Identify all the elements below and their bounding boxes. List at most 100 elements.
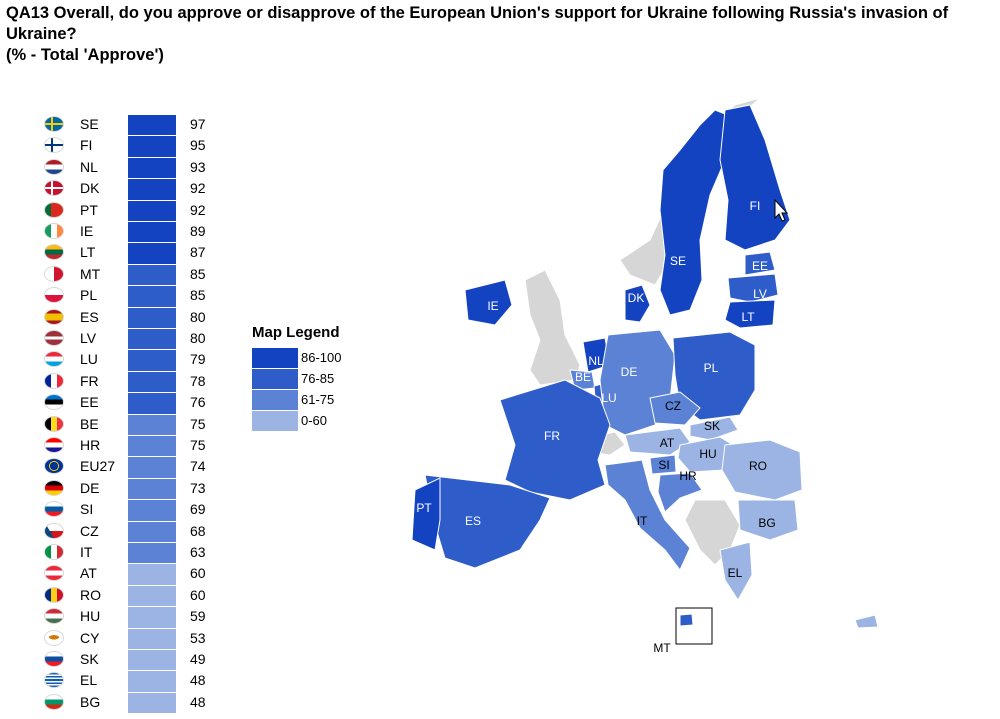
value-label: 59 xyxy=(190,608,206,625)
country-code-label: FI xyxy=(80,137,93,154)
map-countries xyxy=(411,97,879,645)
map-label-bg: BG xyxy=(758,516,775,530)
country-row-ro: RO 60 xyxy=(40,584,240,607)
legend-label: 76-85 xyxy=(301,371,335,386)
slovenia-flag-icon xyxy=(44,501,64,518)
map-label-lu: LU xyxy=(601,391,616,405)
value-label: 69 xyxy=(190,501,206,518)
value-label: 75 xyxy=(190,415,206,432)
cyprus-flag-icon xyxy=(44,629,64,646)
mouse-cursor-icon xyxy=(774,198,789,222)
value-label: 89 xyxy=(190,223,206,239)
value-bar xyxy=(128,649,176,671)
map-label-hu: HU xyxy=(699,447,716,461)
map-label-lt: LT xyxy=(741,310,755,324)
country-code-label: EE xyxy=(80,394,99,411)
value-bar xyxy=(128,542,176,564)
map-label-pl: PL xyxy=(704,361,719,375)
country-shape-ro xyxy=(721,439,803,501)
legend-swatch xyxy=(252,410,298,431)
country-row-hu: HU 59 xyxy=(40,606,240,628)
legend-label: 0-60 xyxy=(301,413,328,428)
map-label-si: SI xyxy=(658,458,669,472)
value-bar xyxy=(128,670,176,692)
value-label: 76 xyxy=(190,394,206,411)
map-label-ro: RO xyxy=(749,459,767,473)
map-label-be: BE xyxy=(575,370,591,384)
country-row-it: IT 63 xyxy=(40,542,240,564)
value-label: 95 xyxy=(190,137,206,154)
value-label: 49 xyxy=(190,651,206,667)
estonia-flag-icon xyxy=(44,394,64,411)
country-code-label: EL xyxy=(80,672,98,689)
value-bar xyxy=(128,328,176,350)
country-row-pt: PT 92 xyxy=(40,199,240,221)
country-shape-mt xyxy=(679,613,694,627)
value-bar xyxy=(128,477,176,500)
value-label: 85 xyxy=(190,287,206,304)
czechia-flag-icon xyxy=(44,522,64,539)
netherlands-flag-icon xyxy=(44,158,64,175)
value-bar xyxy=(128,135,176,157)
legend-swatch xyxy=(252,389,298,410)
country-shape-dk xyxy=(624,284,651,323)
country-code-label: LV xyxy=(80,330,97,346)
country-row-es: ES 80 xyxy=(40,306,240,328)
poland-flag-icon xyxy=(44,287,64,304)
value-bar xyxy=(128,156,176,179)
country-code-label: DE xyxy=(80,479,100,496)
country-row-be: BE 75 xyxy=(40,413,240,435)
map-label-ie: IE xyxy=(487,299,498,313)
country-code-label: AT xyxy=(80,565,97,582)
germany-flag-icon xyxy=(44,479,64,496)
value-label: 80 xyxy=(190,308,206,325)
croatia-flag-icon xyxy=(44,437,64,453)
country-code-label: EU27 xyxy=(80,458,116,475)
value-bar xyxy=(128,413,176,435)
value-label: 87 xyxy=(190,244,206,261)
europe-map: FI SE EE LV LT DK IE NL BE LU DE PL CZ SK AT HU SI HR RO BG… xyxy=(411,97,879,655)
value-label: 73 xyxy=(190,479,206,496)
map-label-fi: FI xyxy=(750,199,761,213)
value-label: 93 xyxy=(190,158,206,175)
country-row-at: AT 60 xyxy=(40,563,240,585)
country-shape-es xyxy=(424,474,551,569)
country-row-lt: LT 87 xyxy=(40,242,240,264)
country-shape-it xyxy=(604,459,691,571)
country-code-label: SE xyxy=(80,116,99,132)
map-labels: FI SE EE LV LT DK IE NL BE LU DE PL CZ SK AT HU SI HR RO BG… xyxy=(416,199,775,655)
malta-flag-icon xyxy=(44,265,64,282)
country-code-label: PT xyxy=(80,201,98,218)
country-shape-cz xyxy=(649,391,701,426)
country-shape-lv xyxy=(727,273,779,303)
country-code-label: IE xyxy=(80,223,94,239)
country-row-mt: MT 85 xyxy=(40,263,240,286)
country-code-label: BE xyxy=(80,415,99,432)
value-bar xyxy=(128,221,176,243)
legend-item: 61-75 xyxy=(252,389,362,410)
value-bar xyxy=(128,242,176,264)
country-row-pl: PL 85 xyxy=(40,285,240,307)
value-bar xyxy=(128,285,176,307)
value-bar xyxy=(128,584,176,607)
value-label: 75 xyxy=(190,437,206,453)
map-label-sk: SK xyxy=(704,419,720,433)
legend-item: 86-100 xyxy=(252,347,362,368)
value-label: 48 xyxy=(190,672,206,689)
romania-flag-icon xyxy=(44,586,64,603)
value-label: 79 xyxy=(190,351,206,368)
country-row-el: EL 48 xyxy=(40,670,240,692)
map-label-es: ES xyxy=(465,514,481,528)
value-label: 68 xyxy=(190,522,206,539)
italy-flag-icon xyxy=(44,544,64,560)
country-code-label: FR xyxy=(80,372,99,389)
country-shape-bg xyxy=(737,499,799,541)
value-bar xyxy=(128,691,176,714)
country-row-si: SI 69 xyxy=(40,499,240,521)
value-label: 97 xyxy=(190,116,206,132)
greece-flag-icon xyxy=(44,672,64,689)
country-row-fi: FI 95 xyxy=(40,135,240,157)
country-code-label: LT xyxy=(80,244,96,261)
value-bar xyxy=(128,263,176,286)
country-code-label: SI xyxy=(80,501,94,518)
